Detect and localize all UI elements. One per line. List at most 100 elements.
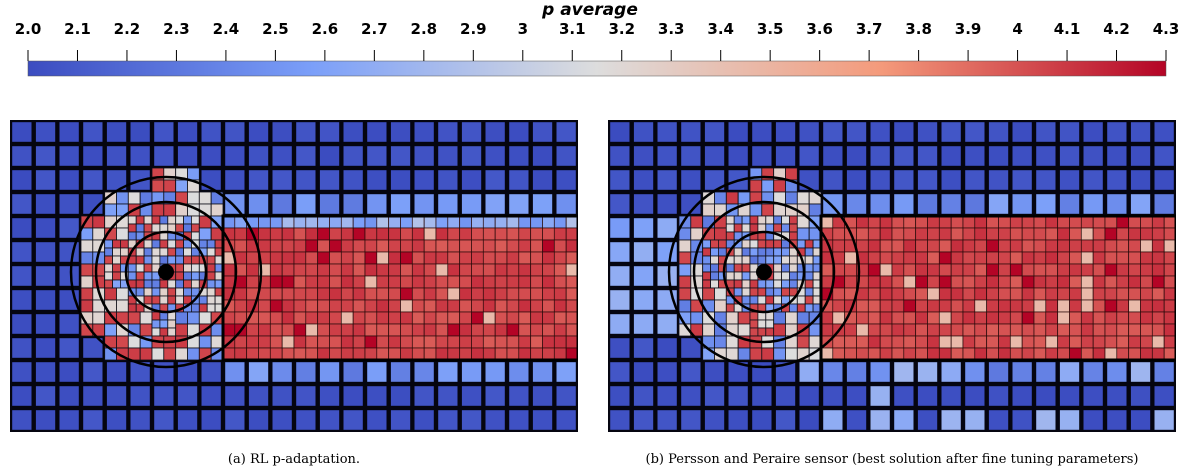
mesh-element-refined xyxy=(329,251,342,265)
mesh-element xyxy=(1083,146,1103,166)
mesh-element-refined xyxy=(725,263,735,273)
mesh-element-refined xyxy=(506,347,520,361)
mesh-element-refined xyxy=(1021,323,1035,337)
mesh-element xyxy=(657,386,677,406)
mesh-element xyxy=(610,218,630,238)
mesh-element xyxy=(367,194,387,214)
mesh-element-refined xyxy=(1128,347,1141,361)
mesh-element-refined xyxy=(1033,275,1047,289)
mesh-element-refined xyxy=(206,271,216,281)
mesh-element-refined xyxy=(459,335,472,349)
mesh-element-refined xyxy=(867,287,881,301)
mesh-element xyxy=(846,410,867,430)
mesh-element-refined xyxy=(879,287,893,301)
mesh-element-refined xyxy=(281,263,295,277)
mesh-element xyxy=(414,170,434,190)
mesh-element-refined xyxy=(388,263,401,277)
mesh-element xyxy=(390,146,411,166)
mesh-element-refined xyxy=(506,335,520,349)
mesh-element xyxy=(177,122,198,142)
mesh-element-refined xyxy=(435,215,449,229)
colorbar-gradient xyxy=(27,60,1167,77)
mesh-element-refined xyxy=(1045,335,1058,349)
mesh-element-refined xyxy=(1092,239,1106,253)
mesh-element-refined xyxy=(135,271,145,281)
mesh-element-refined xyxy=(891,299,905,313)
mesh-element-refined xyxy=(844,323,857,337)
mesh-element xyxy=(799,386,819,406)
mesh-element xyxy=(1154,170,1174,190)
mesh-element-refined xyxy=(206,287,216,297)
mesh-element-refined xyxy=(494,275,508,289)
mesh-element-refined xyxy=(915,347,928,361)
mesh-element-refined xyxy=(788,263,798,273)
mesh-element-refined xyxy=(1092,251,1106,265)
mesh-element-refined xyxy=(986,335,999,349)
mesh-element-refined xyxy=(1033,323,1047,337)
mesh-element-refined xyxy=(796,303,806,313)
mesh-element xyxy=(556,386,576,406)
mesh-element-refined xyxy=(234,239,247,253)
mesh-element-refined xyxy=(741,271,751,281)
mesh-element-refined xyxy=(565,263,578,277)
mesh-element-refined xyxy=(1033,251,1047,265)
mesh-element-refined xyxy=(198,191,212,205)
mesh-element xyxy=(752,146,772,166)
mesh-element-refined xyxy=(903,215,916,229)
mesh-element-refined xyxy=(92,263,106,277)
mesh-element-refined xyxy=(1092,227,1106,241)
mesh-element-refined xyxy=(506,323,520,337)
mesh-element xyxy=(461,386,482,406)
mesh-element-refined xyxy=(447,311,460,325)
mesh-element-refined xyxy=(352,335,366,349)
mesh-element-refined xyxy=(400,311,413,325)
mesh-element-refined xyxy=(690,215,704,229)
mesh-element-refined xyxy=(482,311,496,325)
mesh-element-refined xyxy=(293,251,307,265)
mesh-element-refined xyxy=(269,347,283,361)
colorbar-tick-label: 2.2 xyxy=(113,20,141,38)
mesh-element xyxy=(438,170,458,190)
mesh-element-refined xyxy=(938,251,952,265)
mesh-element-refined xyxy=(447,251,460,265)
mesh-element-refined xyxy=(733,287,743,297)
mesh-element-refined xyxy=(376,287,389,301)
mesh-element xyxy=(106,122,127,142)
mesh-element-refined xyxy=(867,227,881,241)
mesh-element-refined xyxy=(950,239,964,253)
mesh-element-refined xyxy=(1009,263,1023,277)
mesh-element-refined xyxy=(139,311,153,325)
mesh-element-refined xyxy=(530,263,543,277)
mesh-element-refined xyxy=(749,255,759,265)
mesh-element-refined xyxy=(974,323,987,337)
mesh-element-refined xyxy=(749,327,759,337)
mesh-element xyxy=(272,146,292,166)
mesh-element-refined xyxy=(565,275,578,289)
mesh-element-refined xyxy=(175,179,188,193)
mesh-element-refined xyxy=(1116,215,1129,229)
mesh-element-refined xyxy=(986,287,999,301)
mesh-element-refined xyxy=(1009,251,1023,265)
mesh-element-refined xyxy=(1140,287,1153,301)
mesh-element-refined xyxy=(329,215,342,229)
mesh-element xyxy=(1036,362,1056,382)
mesh-element xyxy=(1154,362,1174,382)
mesh-element-refined xyxy=(1140,263,1153,277)
mesh-element xyxy=(509,386,529,406)
mesh-element xyxy=(438,362,458,382)
mesh-element xyxy=(610,194,630,214)
mesh-element-refined xyxy=(749,347,763,361)
mesh-element xyxy=(35,338,56,358)
mesh-element-refined xyxy=(1009,215,1023,229)
mesh-element-refined xyxy=(741,255,751,265)
mesh-element-refined xyxy=(222,323,236,337)
mesh-element-refined xyxy=(459,299,472,313)
mesh-element-refined xyxy=(950,299,964,313)
mesh-element xyxy=(988,386,1009,406)
mesh-element-refined xyxy=(167,319,177,329)
mesh-element-refined xyxy=(998,275,1011,289)
mesh-element-refined xyxy=(998,227,1011,241)
mesh-element-refined xyxy=(891,227,905,241)
mesh-element-refined xyxy=(1151,335,1165,349)
mesh-element-refined xyxy=(737,311,751,325)
